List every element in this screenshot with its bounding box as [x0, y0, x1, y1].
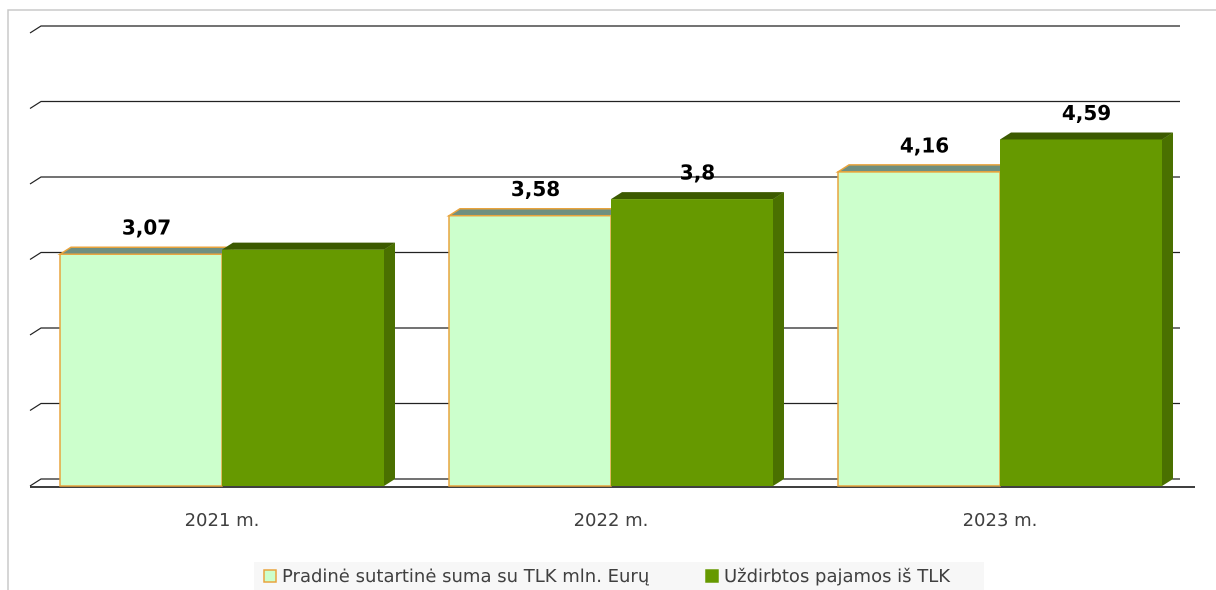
legend-label: Uždirbtos pajamos iš TLK [724, 566, 951, 587]
x-tick-label: 2023 m. [963, 510, 1038, 531]
bar-top [1000, 132, 1173, 140]
bar-front [837, 171, 1001, 487]
grid-line [29, 478, 1180, 487]
chart-frame [7, 9, 1216, 590]
x-tick-label: 2021 m. [185, 510, 260, 531]
bar-top [446, 207, 625, 217]
data-label: 4,59 [1062, 101, 1111, 125]
grid-line [29, 402, 1180, 412]
grid-line [29, 100, 1180, 110]
bar-top [835, 164, 1014, 173]
grid-line [29, 251, 1180, 261]
bar [57, 246, 236, 487]
bar [222, 242, 395, 486]
data-label: 3,8 [680, 161, 715, 185]
bar-side [1162, 132, 1173, 486]
bar-top [611, 192, 784, 200]
grid-line [29, 25, 1180, 34]
bar-front [1000, 139, 1162, 486]
bar-top [222, 242, 395, 250]
bar-side [773, 192, 784, 486]
bar-front [448, 214, 612, 487]
bar [611, 192, 784, 486]
legend-box [254, 562, 984, 590]
bar [446, 207, 625, 487]
data-label: 4,16 [900, 133, 949, 157]
data-label: 3,58 [511, 177, 560, 201]
bar-top [57, 246, 236, 255]
bar-front [59, 253, 223, 487]
grid-line [29, 327, 1180, 336]
legend-marker [263, 569, 277, 583]
legend-label: Pradinė sutartinė suma su TLK mln. Eurų [282, 566, 650, 587]
bar-front [611, 199, 773, 486]
bar-side [384, 242, 395, 486]
bar [835, 164, 1014, 487]
legend-marker [705, 569, 719, 583]
grid-line [29, 176, 1180, 185]
bar [1000, 132, 1173, 486]
bar-front [222, 249, 384, 486]
x-tick-label: 2022 m. [574, 510, 649, 531]
data-label: 3,07 [122, 216, 171, 240]
